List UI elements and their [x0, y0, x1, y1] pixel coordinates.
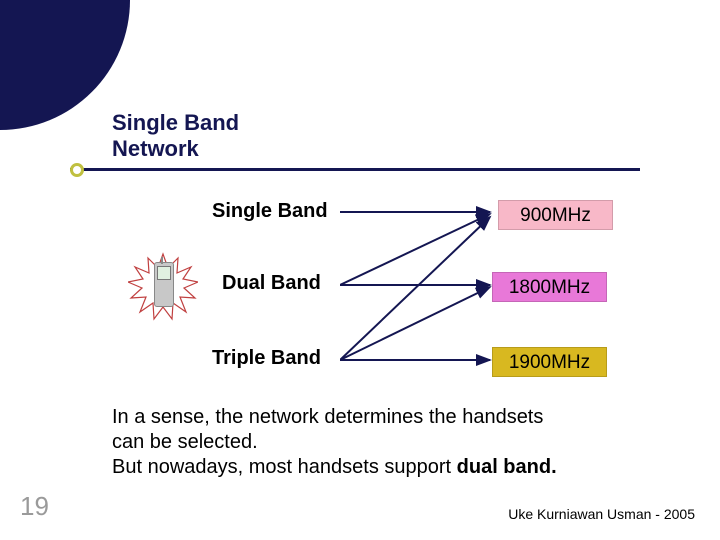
phone-antenna-icon — [161, 257, 163, 264]
band-label-dual: Dual Band — [222, 272, 321, 295]
phone-starburst-icon — [128, 252, 198, 322]
desc-line2: can be selected. — [112, 431, 258, 453]
slide-title: Single Band Network — [112, 110, 239, 163]
description-text: In a sense, the network determines the h… — [112, 405, 662, 480]
title-underline — [70, 168, 640, 171]
title-line1: Single Band — [112, 110, 239, 136]
corner-decoration — [0, 0, 130, 130]
band-label-triple: Triple Band — [212, 347, 321, 370]
phone-screen-icon — [157, 266, 171, 280]
arrow-triple-1800 — [340, 287, 490, 360]
desc-line1: In a sense, the network determines the h… — [112, 406, 543, 428]
title-bullet — [70, 163, 84, 177]
slide-number: 19 — [20, 491, 49, 522]
desc-line3b: dual band. — [457, 456, 557, 478]
footer-credit: Uke Kurniawan Usman - 2005 — [508, 506, 695, 522]
connector-arrows — [340, 190, 540, 390]
arrow-dual-900 — [340, 214, 490, 285]
arrow-triple-900 — [340, 217, 490, 360]
title-line2: Network — [112, 136, 239, 162]
band-label-single: Single Band — [212, 200, 328, 223]
desc-line3a: But nowadays, most handsets support — [112, 456, 457, 478]
phone-body-icon — [154, 262, 174, 307]
